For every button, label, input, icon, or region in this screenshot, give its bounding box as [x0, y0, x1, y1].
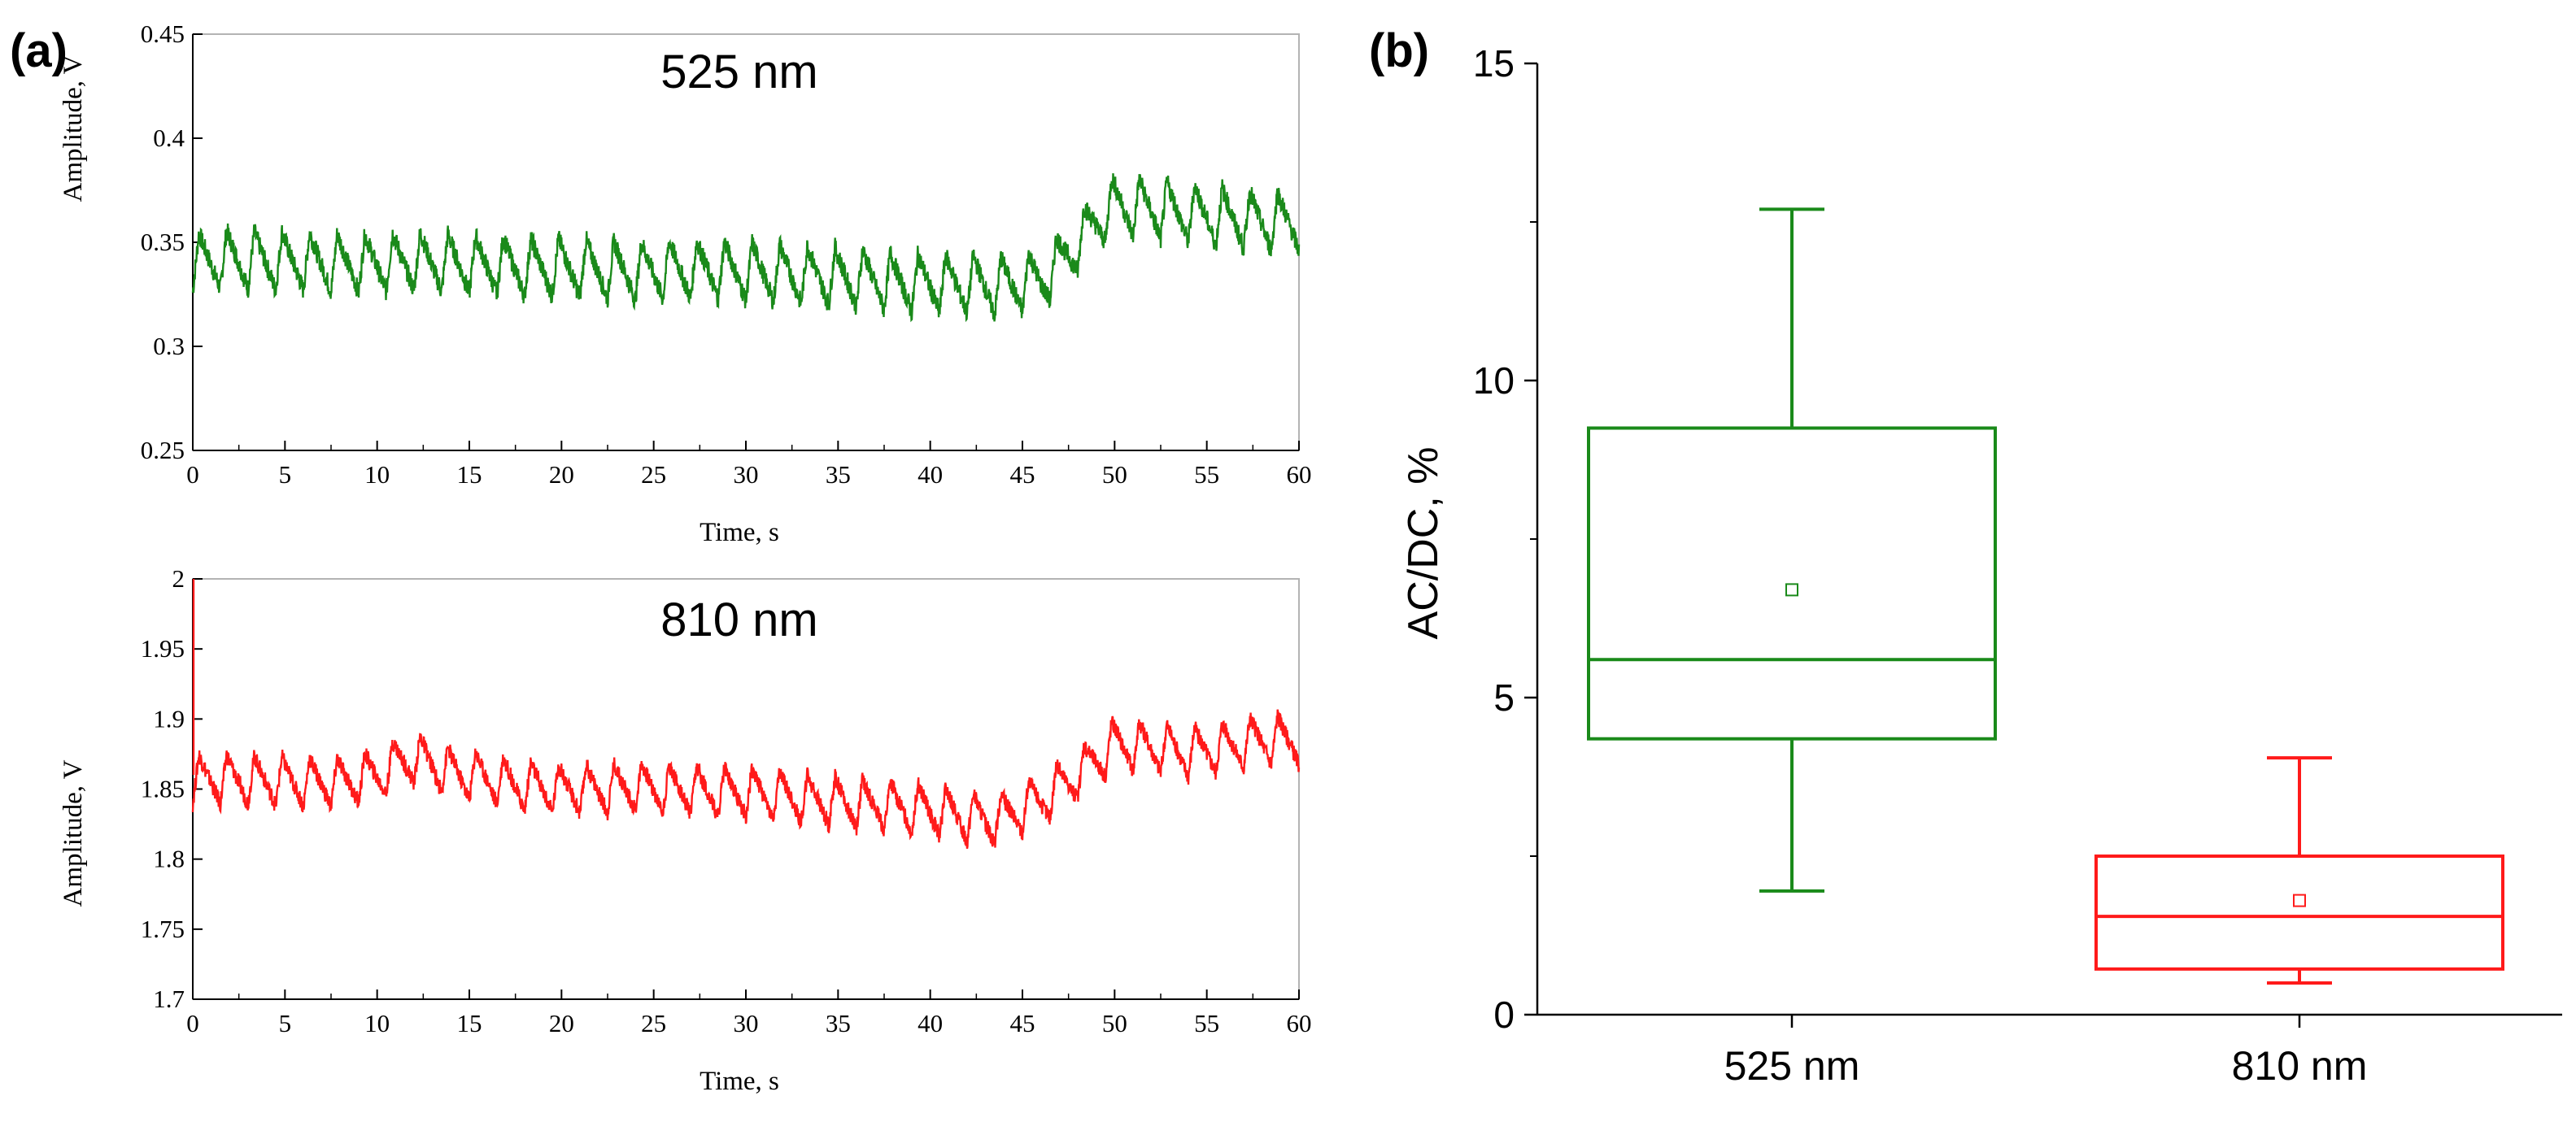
chart-acdc-boxplot: AC/DC, % 0 5 10 15 525 nm 810 nm — [1400, 42, 2562, 1089]
y-tick-label: 1.9 — [153, 704, 185, 733]
y-axis-title: AC/DC, % — [1400, 447, 1447, 640]
x-tick-label: 20 — [549, 460, 574, 489]
x-tick-label: 15 — [457, 460, 482, 489]
y-axis-title: Amplitude, V — [59, 54, 88, 202]
y-tick-label: 1.85 — [141, 775, 185, 803]
chart-annotation: 525 nm — [660, 46, 817, 98]
y-tick-label: 1.75 — [141, 915, 185, 943]
x-tick-label: 50 — [1102, 460, 1127, 489]
y-tick-label: 0 — [1493, 994, 1515, 1036]
x-tick-label: 30 — [734, 460, 759, 489]
y-tick-label: 10 — [1473, 359, 1515, 402]
x-tick-label: 40 — [918, 460, 943, 489]
x-tick-label: 35 — [826, 460, 851, 489]
chart-810nm-time-series: Amplitude, V Time, s 810 nm 0 5 10 15 20 25 30… — [59, 564, 1312, 1096]
x-tick-label: 55 — [1194, 460, 1219, 489]
x-tick-label: 10 — [364, 1009, 390, 1037]
x-axis-title: Time, s — [700, 518, 779, 547]
iqr-box — [2094, 855, 2504, 971]
x-tick-label: 50 — [1102, 1009, 1127, 1037]
x-tick-label: 10 — [364, 460, 390, 489]
y-tick-label: 1.8 — [153, 845, 185, 873]
mean-marker — [1785, 583, 1798, 597]
y-tick-label: 0.45 — [141, 20, 185, 48]
y-axis-title: Amplitude, V — [59, 759, 88, 907]
chart-525nm-time-series: Amplitude, V Time, s 525 nm 0 5 10 15 20 25 30… — [59, 20, 1312, 547]
x-tick-label: 30 — [734, 1009, 759, 1037]
x-tick-label: 35 — [826, 1009, 851, 1037]
y-tick-label: 5 — [1493, 676, 1515, 719]
x-tick-label: 25 — [641, 1009, 666, 1037]
series-line — [191, 173, 1301, 323]
y-tick-label: 0.25 — [141, 436, 185, 464]
box-525nm — [1587, 207, 1997, 893]
x-tick-label: 0 — [186, 460, 199, 489]
x-axis-title: Time, s — [700, 1067, 779, 1096]
x-tick-label: 45 — [1010, 1009, 1035, 1037]
y-tick-label: 0.3 — [153, 332, 185, 360]
panel-label-a: (a) — [10, 24, 68, 77]
panel-label-b: (b) — [1369, 24, 1429, 77]
series-line — [191, 709, 1301, 850]
x-tick-label: 45 — [1010, 460, 1035, 489]
box-810nm — [2094, 756, 2504, 985]
x-tick-label: 5 — [279, 1009, 292, 1037]
y-tick-label: 2 — [172, 564, 185, 593]
x-tick-label: 60 — [1287, 460, 1312, 489]
x-tick-label: 15 — [457, 1009, 482, 1037]
y-tick-label: 0.4 — [153, 124, 185, 152]
chart-annotation: 810 nm — [660, 594, 817, 646]
x-tick-label: 25 — [641, 460, 666, 489]
mean-marker — [2293, 894, 2306, 907]
x-tick-label: 20 — [549, 1009, 574, 1037]
x-tick-label: 5 — [279, 460, 292, 489]
x-tick-label: 40 — [918, 1009, 943, 1037]
y-tick-label: 1.95 — [141, 634, 185, 663]
x-tick-label: 60 — [1287, 1009, 1312, 1037]
x-tick-label: 0 — [186, 1009, 199, 1037]
x-category-label: 525 nm — [1724, 1043, 1860, 1089]
x-category-label: 810 nm — [2232, 1043, 2368, 1089]
x-tick-label: 55 — [1194, 1009, 1219, 1037]
y-tick-label: 0.35 — [141, 228, 185, 256]
y-tick-label: 1.7 — [153, 985, 185, 1013]
y-tick-label: 15 — [1473, 42, 1515, 85]
